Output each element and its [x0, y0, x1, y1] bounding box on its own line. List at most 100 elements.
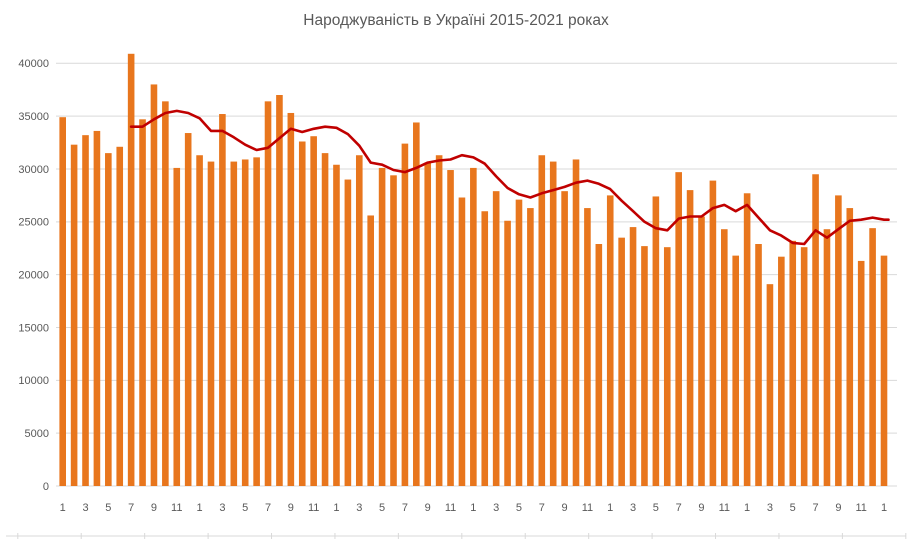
bar-m34[interactable]: [435, 155, 443, 486]
x-axis-tick-label: 3: [82, 502, 88, 514]
bar-m1[interactable]: [59, 117, 66, 487]
bar-m68[interactable]: [823, 229, 831, 486]
y-axis-tick-label: 15000: [18, 322, 49, 334]
bar-m43[interactable]: [538, 155, 546, 486]
x-axis-tick-label: 9: [425, 502, 431, 514]
x-axis-tick-label: 5: [105, 502, 111, 514]
y-axis-tick-label: 30000: [18, 164, 49, 176]
y-axis-tick-label: 25000: [18, 217, 49, 229]
trend-line[interactable]: [129, 109, 890, 246]
bar-m31[interactable]: [401, 143, 409, 486]
bar-m35[interactable]: [447, 170, 454, 487]
bar-m71[interactable]: [857, 260, 865, 486]
bar-m49[interactable]: [606, 195, 614, 487]
bar-m2[interactable]: [70, 144, 78, 487]
bar-m60[interactable]: [732, 255, 740, 486]
bar-m66[interactable]: [800, 247, 808, 486]
x-axis-tick-label: 11: [171, 502, 182, 514]
x-axis-tick-label: 1: [881, 502, 887, 514]
bar-m23[interactable]: [310, 136, 317, 486]
y-axis-tick-label: 20000: [18, 269, 49, 281]
x-axis-tick-label: 11: [445, 502, 456, 514]
bar-m70[interactable]: [846, 208, 854, 486]
bar-m32[interactable]: [413, 122, 420, 486]
bar-m54[interactable]: [663, 247, 671, 486]
bar-m72[interactable]: [869, 228, 876, 486]
bar-m41[interactable]: [515, 199, 523, 487]
bar-m13[interactable]: [196, 155, 203, 486]
bar-m56[interactable]: [686, 190, 694, 487]
bar-m10[interactable]: [162, 101, 169, 486]
bar-m44[interactable]: [549, 161, 557, 486]
bar-series: [59, 53, 888, 487]
bar-m65[interactable]: [789, 240, 797, 486]
bar-m14[interactable]: [207, 161, 215, 486]
bar-m5[interactable]: [105, 153, 112, 486]
bar-m30[interactable]: [390, 175, 397, 487]
bar-m21[interactable]: [287, 112, 295, 486]
x-axis-tick-label: 7: [812, 502, 818, 514]
x-axis-tick-label: 5: [242, 502, 248, 514]
bar-m53[interactable]: [652, 196, 660, 486]
bar-m51[interactable]: [629, 227, 637, 486]
bar-m45[interactable]: [561, 191, 568, 486]
bar-m15[interactable]: [219, 114, 226, 487]
bar-m40[interactable]: [504, 220, 511, 487]
bar-m9[interactable]: [150, 84, 158, 486]
bar-m73[interactable]: [880, 255, 888, 486]
x-axis-tick-label: 11: [582, 502, 593, 514]
bar-m47[interactable]: [584, 208, 591, 486]
bar-m11[interactable]: [173, 167, 181, 486]
y-axis-tick-label: 40000: [18, 58, 49, 70]
x-axis-tick-label: 5: [790, 502, 796, 514]
bar-m22[interactable]: [298, 141, 306, 486]
bar-m19[interactable]: [264, 101, 272, 486]
bar-m67[interactable]: [812, 174, 819, 487]
x-axis-tick-label: 7: [676, 502, 682, 514]
bar-m6[interactable]: [116, 146, 124, 486]
bar-m69[interactable]: [835, 195, 842, 487]
bar-m4[interactable]: [93, 130, 101, 486]
x-axis-tick-label: 9: [562, 502, 568, 514]
y-axis: 0 5000 10000 15000 20000 25000 30000 35000 40000: [18, 58, 49, 493]
bar-m57[interactable]: [698, 216, 705, 486]
bar-m33[interactable]: [424, 162, 432, 486]
bar-m48[interactable]: [595, 244, 603, 486]
x-axis-tick-label: 3: [219, 502, 225, 514]
year-axis-strip: [6, 533, 907, 539]
bar-m38[interactable]: [481, 211, 489, 486]
bar-m25[interactable]: [333, 164, 340, 487]
bar-m16[interactable]: [230, 161, 238, 486]
bar-m8[interactable]: [139, 119, 146, 487]
bar-m20[interactable]: [276, 95, 283, 486]
bar-m37[interactable]: [470, 167, 477, 486]
bar-m55[interactable]: [675, 172, 682, 486]
bar-m24[interactable]: [321, 153, 329, 486]
bar-m42[interactable]: [527, 208, 534, 486]
bar-m18[interactable]: [253, 157, 260, 486]
bar-m52[interactable]: [641, 246, 648, 486]
bar-m50[interactable]: [618, 237, 625, 486]
bar-m28[interactable]: [367, 215, 374, 487]
bar-m36[interactable]: [458, 197, 466, 486]
bar-m29[interactable]: [378, 167, 386, 486]
bar-m7[interactable]: [127, 53, 135, 487]
bar-m59[interactable]: [721, 229, 728, 486]
x-axis-tick-label: 7: [265, 502, 271, 514]
bar-m17[interactable]: [241, 159, 249, 487]
bar-m3[interactable]: [82, 135, 89, 486]
bar-m46[interactable]: [572, 159, 580, 487]
bar-m39[interactable]: [492, 191, 500, 486]
x-axis-tick-label: 11: [719, 502, 730, 514]
bar-m64[interactable]: [778, 256, 785, 486]
bar-m63[interactable]: [766, 284, 774, 486]
bar-m62[interactable]: [755, 244, 762, 486]
bar-m12[interactable]: [184, 133, 192, 486]
x-axis-tick-label: 7: [402, 502, 408, 514]
bar-m58[interactable]: [709, 180, 717, 486]
bar-m61[interactable]: [743, 193, 751, 486]
bar-m27[interactable]: [355, 155, 363, 486]
x-axis-tick-label: 9: [151, 502, 157, 514]
bar-m26[interactable]: [344, 179, 352, 487]
